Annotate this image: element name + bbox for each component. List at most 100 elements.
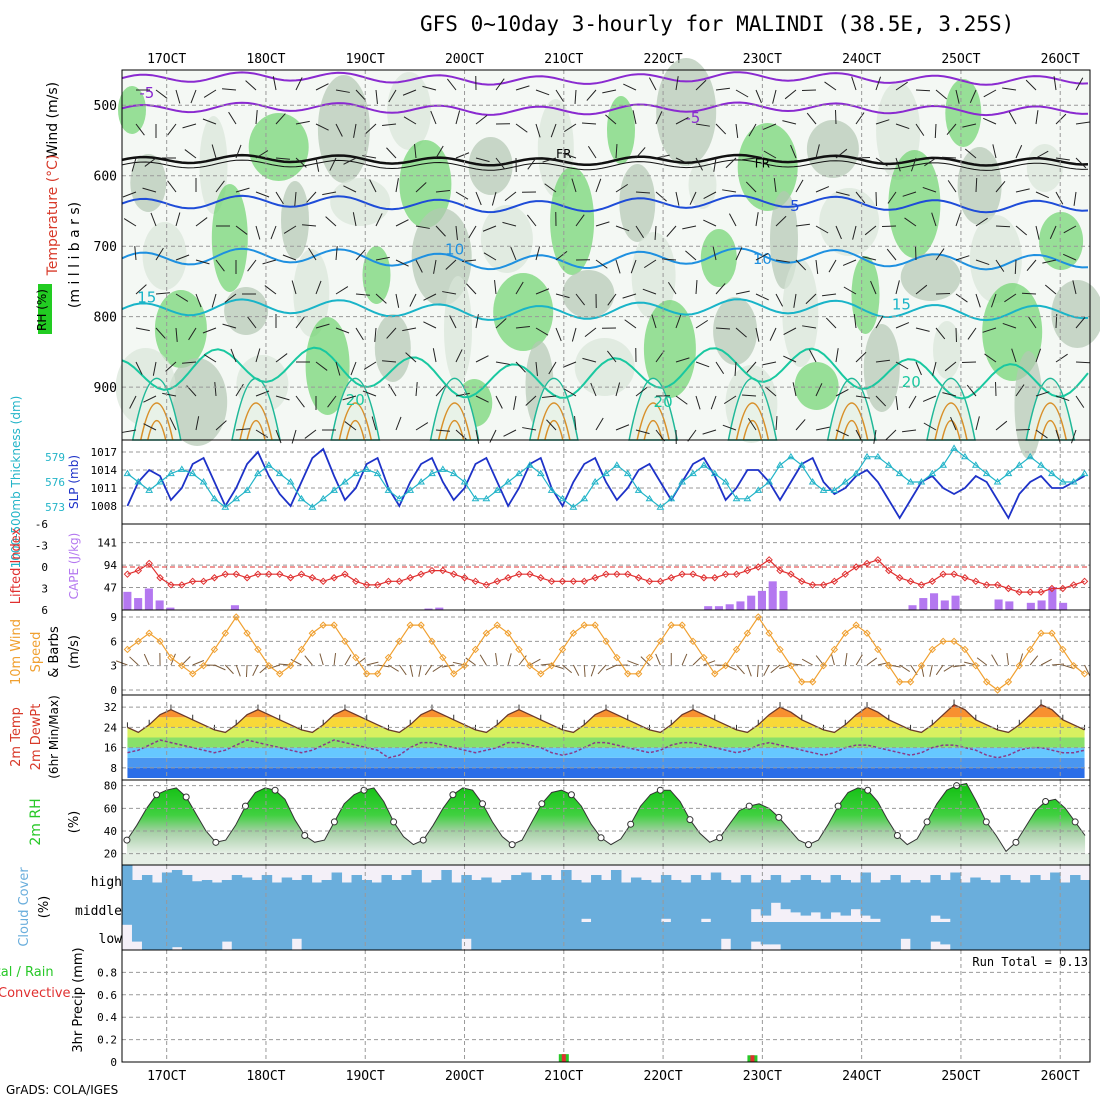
wind-barb [455, 392, 470, 397]
wind-barb [723, 395, 737, 405]
wind10m-label-3: & Barbs [47, 626, 62, 678]
wind-barb [964, 148, 977, 159]
pressure-tick-label: 500 [94, 99, 117, 114]
wind-barb [975, 293, 981, 308]
thickness-point [449, 469, 458, 477]
cloud-bar-high [591, 875, 602, 890]
thickness-point [1080, 469, 1089, 477]
wind-barb [135, 361, 143, 375]
thickness-point [852, 469, 861, 477]
cloud-bar-high [561, 870, 572, 890]
cloud-bar-middle [141, 890, 153, 922]
wind-barb [944, 361, 957, 372]
wind-barb [144, 157, 157, 167]
lifted-index-point [798, 577, 806, 586]
wind-barb [304, 429, 317, 439]
cloud-bar-low [870, 922, 881, 950]
surface-wind-barb [319, 653, 324, 666]
cloud-bar-high [760, 880, 772, 890]
wind-barb [155, 292, 170, 295]
precip-convective-bar [561, 1054, 566, 1062]
wind-speed-point [123, 645, 132, 654]
wind-speed-point [210, 645, 219, 654]
lifted-index-point [471, 577, 480, 586]
temp-band [127, 717, 1085, 728]
wind-barb [955, 255, 970, 261]
wind-barb [895, 322, 910, 329]
wind-barb [167, 123, 177, 136]
cloud-bar-middle [1070, 890, 1081, 922]
lifted-index-point [297, 570, 306, 578]
wind-barb [1035, 150, 1049, 159]
cloud-bar-low [291, 922, 303, 939]
cloud-bar-low [221, 922, 233, 942]
wind-barb [382, 123, 397, 126]
thickness-point [710, 469, 719, 477]
isotherm-label: 15 [137, 289, 156, 307]
wind-barb [222, 88, 237, 91]
wind-barb [562, 361, 577, 368]
wind-barb [395, 293, 400, 308]
wind-barb [562, 152, 577, 159]
cloud-bar-low [780, 922, 792, 950]
surface-wind-barb [224, 664, 234, 675]
cape-bar [714, 606, 723, 610]
wind-speed-point [515, 645, 523, 654]
wind-barb [123, 218, 137, 227]
lifted-index-line [127, 559, 1085, 593]
isotherm-30 [444, 419, 465, 441]
lifted-index-point [700, 574, 708, 582]
lifted-index-point [167, 581, 175, 589]
cloud-bar-low [141, 922, 153, 950]
rh-point [923, 818, 931, 826]
surface-wind-barb [640, 656, 650, 666]
wind-barb [967, 327, 977, 340]
wind-barb [875, 395, 887, 407]
lifted-index-point [286, 574, 295, 582]
bottom-day-tick-label: 25OCT [941, 1069, 980, 1084]
wind-barb [595, 221, 610, 227]
rh-shade-blob [224, 287, 269, 335]
rh-shade-blob [493, 273, 554, 351]
cloud-bar-middle [301, 890, 313, 922]
wind-barb [969, 89, 977, 103]
wind-barb [795, 179, 804, 193]
cloud-bar-middle [790, 890, 802, 913]
wind-barb [430, 110, 437, 125]
cloud-bar-high [391, 880, 402, 890]
cloud-bar-middle [800, 890, 812, 916]
cloud-bar-low [181, 922, 193, 950]
cloud-bar-middle [561, 890, 572, 922]
wind-barb [855, 395, 870, 399]
wind-barb [995, 180, 1006, 193]
wind-barb [602, 89, 617, 94]
cloud-bar-low [680, 922, 692, 950]
wind-barb [535, 123, 541, 138]
lifted-index-point [493, 577, 501, 586]
precip-axis-label: 3hr Precip (mm) [71, 947, 86, 1052]
cloud-bar-high [281, 877, 293, 890]
wind-barb [374, 327, 377, 342]
wind-barb [515, 361, 526, 373]
cloud-bar-high [940, 880, 951, 890]
lifted-index-point [384, 577, 393, 586]
precip-convective-bar [750, 1055, 755, 1062]
wind-barb [835, 348, 839, 363]
thickness-point [286, 478, 295, 485]
wind-barb [995, 420, 1008, 431]
isotherm-25 [338, 402, 373, 441]
wind-speed-point [395, 637, 404, 646]
cloud-bar-middle [551, 890, 562, 922]
wind-barb [131, 157, 137, 172]
surface-wind-barb [432, 664, 444, 672]
wind-barb [983, 89, 997, 98]
cape-bar [736, 601, 745, 610]
wind-speed-point [406, 621, 414, 629]
thickness-point [787, 452, 795, 460]
wind-speed-point [537, 670, 545, 678]
rh-point [123, 836, 131, 844]
wind-barb [734, 361, 737, 377]
cloud-bar-middle [740, 890, 752, 922]
wind-barb [748, 123, 757, 137]
wind-barb [388, 89, 397, 103]
